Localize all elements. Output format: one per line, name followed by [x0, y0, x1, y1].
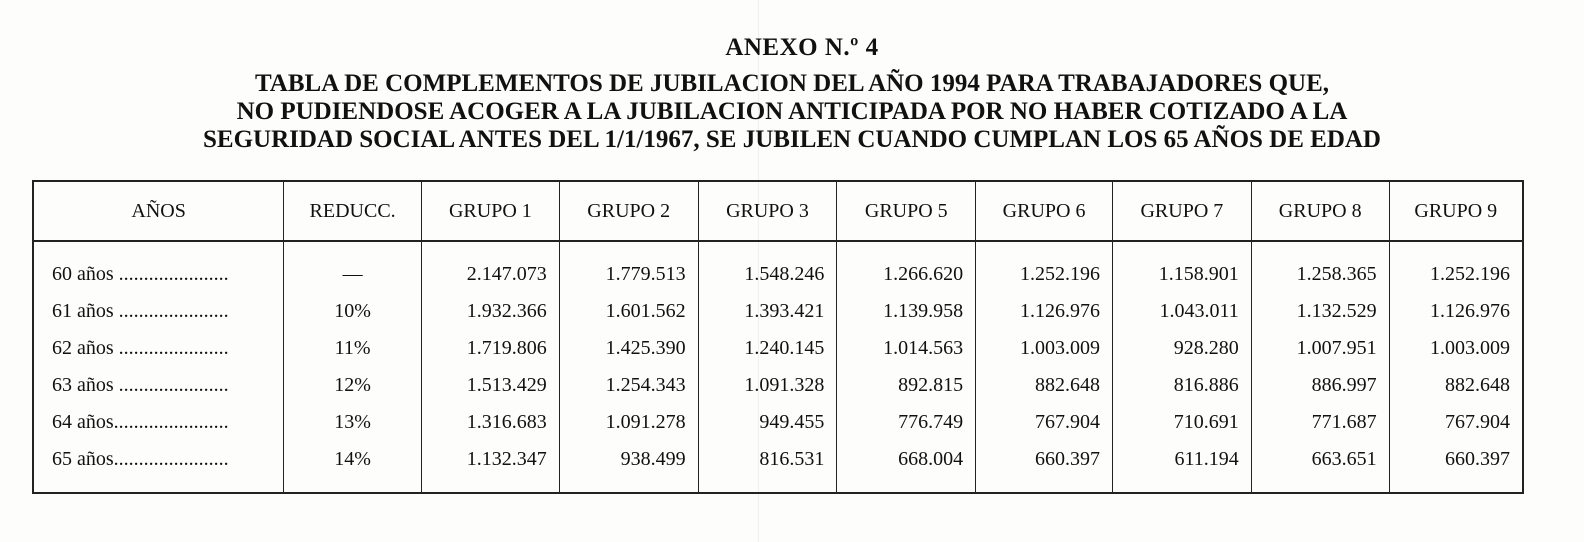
- amount-cell: 1.043.011: [1112, 293, 1252, 330]
- amount-cell: 882.648: [975, 367, 1113, 404]
- amount-cell: 668.004: [836, 441, 977, 492]
- amount-cell: 882.648: [1445, 374, 1510, 396]
- amount-cell: 892.815: [836, 367, 977, 404]
- amount-cell: 767.904: [975, 404, 1113, 441]
- table-header-row: AÑOS REDUCC. GRUPO 1 GRUPO 2 GRUPO 3 GRU…: [34, 182, 1522, 242]
- amount-cell: 1.258.365: [1251, 241, 1390, 293]
- reduction-cell: 11%: [283, 330, 422, 367]
- table-row: 62 años ...................... 11% 1.719…: [34, 330, 1522, 367]
- amount-cell: 710.691: [1112, 404, 1252, 441]
- amount-cell: 1.132.529: [1251, 293, 1390, 330]
- amount-cell: 1.158.901: [1112, 241, 1252, 293]
- amount-cell: 816.531: [698, 441, 838, 492]
- annex-title: ANEXO N.º 4: [725, 34, 879, 61]
- amount-cell: 938.499: [559, 441, 699, 492]
- amount-cell: 1.932.366: [421, 293, 560, 330]
- reduction-cell: 13%: [283, 404, 422, 441]
- amount-cell: 663.651: [1251, 441, 1390, 492]
- amount-cell: 1.548.246: [698, 241, 838, 293]
- amount-cell: 767.904: [1445, 411, 1510, 433]
- table-row: 60 años ...................... — 2.147.0…: [34, 241, 1522, 293]
- amount-cell: 1.252.196: [1430, 263, 1510, 285]
- amount-cell: 886.997: [1251, 367, 1390, 404]
- amount-cell: 949.455: [698, 404, 838, 441]
- table-row: 65 años....................... 14% 1.132…: [34, 441, 1522, 492]
- amount-cell: 1.266.620: [836, 241, 977, 293]
- amount-cell: 2.147.073: [421, 241, 560, 293]
- amount-cell: 660.397: [975, 441, 1113, 492]
- amount-cell: 1.014.563: [836, 330, 977, 367]
- amount-cell: 1.393.421: [698, 293, 838, 330]
- age-cell: 61 años ......................: [34, 293, 285, 330]
- amount-cell: 611.194: [1112, 441, 1252, 492]
- amount-cell: 1.091.328: [698, 367, 838, 404]
- amount-cell: 1.601.562: [559, 293, 699, 330]
- amount-cell: 816.886: [1112, 367, 1252, 404]
- amount-cell: 1.139.958: [836, 293, 977, 330]
- amount-cell: 1.126.976: [1430, 300, 1510, 322]
- reduction-cell: 10%: [283, 293, 422, 330]
- amount-cell: 776.749: [836, 404, 977, 441]
- table-title-line-1: TABLA DE COMPLEMENTOS DE JUBILACION DEL …: [254, 70, 1329, 97]
- amount-cell: 1.513.429: [421, 367, 560, 404]
- header-cell-group-3: GRUPO 3: [698, 182, 838, 242]
- header-cell-group-1: GRUPO 1: [421, 182, 560, 242]
- amount-cell: 1.007.951: [1251, 330, 1390, 367]
- table-row: 61 años ...................... 10% 1.932…: [34, 293, 1522, 330]
- header-cell-group-5: GRUPO 5: [836, 182, 977, 242]
- amount-cell: 1.779.513: [559, 241, 699, 293]
- table-title: TABLA DE COMPLEMENTOS DE JUBILACION DEL …: [0, 70, 1584, 154]
- reduction-cell: —: [283, 241, 422, 293]
- table-row: 63 años ...................... 12% 1.513…: [34, 367, 1522, 404]
- table-title-line-3: SEGURIDAD SOCIAL ANTES DEL 1/1/1967, SE …: [203, 126, 1381, 153]
- supplements-table-frame: AÑOS REDUCC. GRUPO 1 GRUPO 2 GRUPO 3 GRU…: [32, 180, 1524, 494]
- header-cell-group-7: GRUPO 7: [1112, 182, 1252, 242]
- amount-cell: 1.316.683: [421, 404, 560, 441]
- age-cell: 65 años.......................: [34, 441, 285, 492]
- header-cell-years: AÑOS: [34, 182, 285, 242]
- amount-cell: 660.397: [1445, 448, 1510, 470]
- age-cell: 62 años ......................: [34, 330, 285, 367]
- header-cell-group-2: GRUPO 2: [559, 182, 699, 242]
- amount-cell: 1.252.196: [975, 241, 1113, 293]
- header-cell-reduction: REDUCC.: [283, 182, 422, 242]
- amount-cell: 928.280: [1112, 330, 1252, 367]
- table-title-line-2: NO PUDIENDOSE ACOGER A LA JUBILACION ANT…: [236, 98, 1348, 125]
- amount-cell: 1.003.009: [975, 330, 1113, 367]
- header-cell-group-8: GRUPO 8: [1251, 182, 1390, 242]
- amount-cell: 1.254.343: [559, 367, 699, 404]
- age-cell: 60 años ......................: [34, 241, 285, 293]
- age-cell: 64 años.......................: [34, 404, 285, 441]
- amount-cell: 1.240.145: [698, 330, 838, 367]
- amount-cell: 1.132.347: [421, 441, 560, 492]
- amount-cell: 1.425.390: [559, 330, 699, 367]
- reduction-cell: 14%: [283, 441, 422, 492]
- header-cell-group-6: GRUPO 6: [975, 182, 1113, 242]
- amount-cell: 771.687: [1251, 404, 1390, 441]
- age-cell: 63 años ......................: [34, 367, 285, 404]
- supplements-table: AÑOS REDUCC. GRUPO 1 GRUPO 2 GRUPO 3 GRU…: [34, 182, 1522, 492]
- table-row: 64 años....................... 13% 1.316…: [34, 404, 1522, 441]
- amount-cell: 1.719.806: [421, 330, 560, 367]
- amount-cell: 1.003.009: [1430, 337, 1510, 359]
- amount-cell: 1.091.278: [559, 404, 699, 441]
- reduction-cell: 12%: [283, 367, 422, 404]
- header-cell-group-9: GRUPO 9: [1389, 182, 1522, 242]
- amount-cell: 1.126.976: [975, 293, 1113, 330]
